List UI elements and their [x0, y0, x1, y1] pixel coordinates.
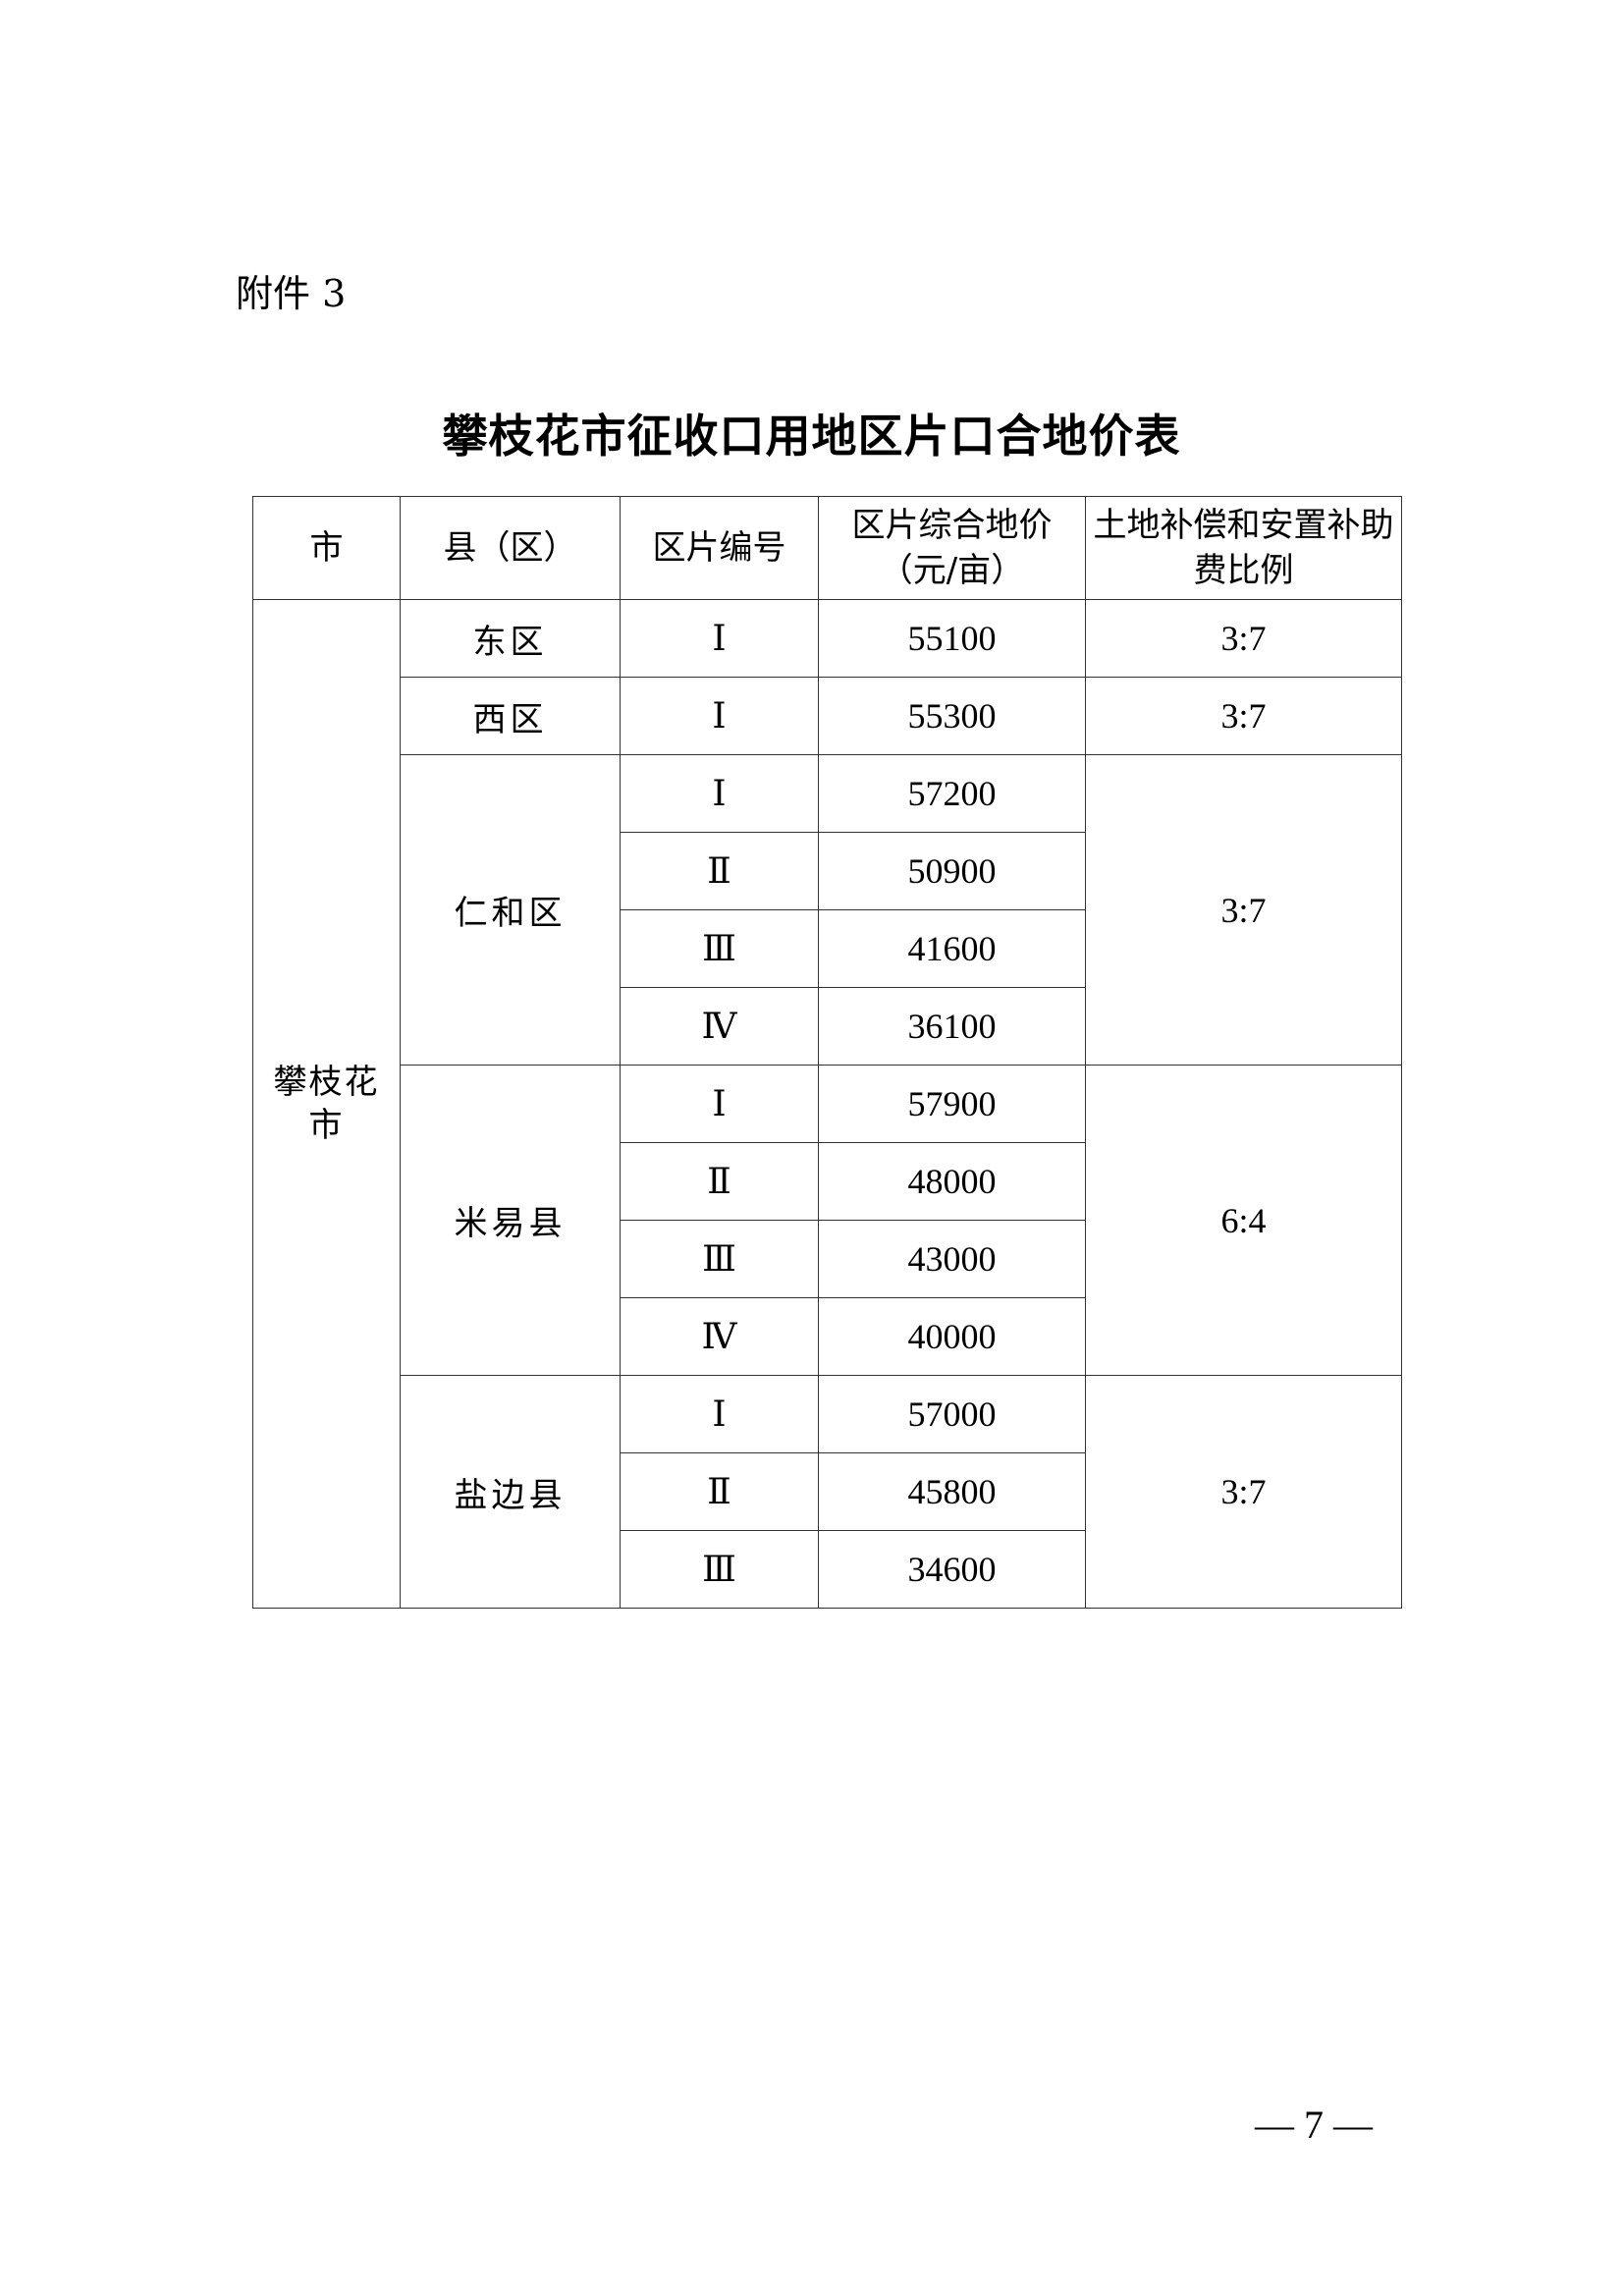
table-row: 仁和区 Ⅰ 57200 3:7 — [253, 754, 1402, 1066]
zone-cell: Ⅱ — [620, 832, 819, 910]
page-title: 攀枝花市征收口用地区片口合地价表 — [442, 410, 1181, 463]
price-cell: 57200 — [818, 754, 1086, 833]
price-cell: 43000 — [818, 1220, 1086, 1298]
zone-cell: Ⅲ — [620, 1220, 819, 1298]
zone-cell: Ⅱ — [620, 1142, 819, 1221]
zone-cell: Ⅲ — [620, 909, 819, 988]
table-row: Ⅲ 34600 — [253, 1530, 1402, 1609]
zone-cell: Ⅱ — [620, 1452, 819, 1531]
zone-cell: Ⅳ — [620, 1297, 819, 1376]
price-cell: 57000 — [818, 1375, 1086, 1453]
header-county: 县（区） — [400, 496, 621, 600]
table-row: Ⅲ 43000 — [253, 1220, 1402, 1298]
header-zone: 区片编号 — [620, 496, 819, 600]
zone-cell: Ⅳ — [620, 987, 819, 1066]
table-row: Ⅳ 40000 — [253, 1297, 1402, 1376]
ratio-cell: 6:4 — [1085, 1065, 1402, 1376]
price-cell: 34600 — [818, 1530, 1086, 1609]
price-cell: 48000 — [818, 1142, 1086, 1221]
page-number: — 7 — — [1255, 2103, 1373, 2147]
zone-cell: Ⅰ — [620, 599, 819, 678]
table-row: 米易县 Ⅰ 57900 6:4 — [253, 1065, 1402, 1376]
header-city: 市 — [252, 496, 401, 600]
ratio-cell: 3:7 — [1085, 677, 1402, 755]
table-row: 西区 Ⅰ 55300 3:7 — [253, 677, 1402, 755]
price-cell: 57900 — [818, 1065, 1086, 1143]
city-cell: 攀枝花市 — [252, 599, 401, 1609]
county-cell: 仁和区 — [400, 754, 621, 1066]
price-cell: 40000 — [818, 1297, 1086, 1376]
county-cell: 东区 — [400, 599, 621, 678]
county-cell: 米易县 — [400, 1065, 621, 1376]
zone-cell: Ⅲ — [620, 1530, 819, 1609]
table-row: 盐边县 Ⅰ 57000 3:7 — [253, 1375, 1402, 1609]
attachment-label: 附件 3 — [236, 272, 347, 315]
price-cell: 45800 — [818, 1452, 1086, 1531]
table-row: Ⅱ 45800 — [253, 1452, 1402, 1531]
ratio-cell: 3:7 — [1085, 1375, 1402, 1609]
price-cell: 55300 — [818, 677, 1086, 755]
county-cell: 西区 — [400, 677, 621, 755]
price-cell: 36100 — [818, 987, 1086, 1066]
table-row: Ⅱ 50900 — [253, 832, 1402, 910]
table-row: Ⅳ 36100 — [253, 987, 1402, 1066]
zone-cell: Ⅰ — [620, 677, 819, 755]
header-price: 区片综合地价（元/亩） — [818, 496, 1086, 600]
price-cell: 55100 — [818, 599, 1086, 678]
price-cell: 50900 — [818, 832, 1086, 910]
zone-cell: Ⅰ — [620, 754, 819, 833]
land-price-table: 市 县（区） 区片编号 区片综合地价（元/亩） 土地补偿和安置补助费比例 攀枝花… — [252, 496, 1402, 1609]
county-cell: 盐边县 — [400, 1375, 621, 1609]
price-cell: 41600 — [818, 909, 1086, 988]
ratio-cell: 3:7 — [1085, 754, 1402, 1066]
ratio-cell: 3:7 — [1085, 599, 1402, 678]
header-ratio: 土地补偿和安置补助费比例 — [1085, 496, 1402, 600]
zone-cell: Ⅰ — [620, 1065, 819, 1143]
zone-cell: Ⅰ — [620, 1375, 819, 1453]
table-header-row: 市 县（区） 区片编号 区片综合地价（元/亩） 土地补偿和安置补助费比例 — [252, 496, 1402, 600]
table-row: 攀枝花市 东区 Ⅰ 55100 3:7 — [252, 599, 1402, 1609]
